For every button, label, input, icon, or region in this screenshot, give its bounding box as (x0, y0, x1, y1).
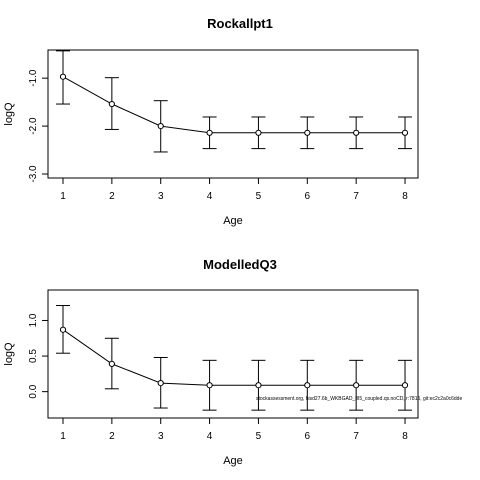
y-axis-label: logQ (3, 342, 15, 366)
annotation-footnote: stockassessment.org, hisd27.6b_WKBGAD_8I… (256, 396, 462, 402)
x-tick-label: 4 (207, 191, 213, 202)
data-point (401, 129, 409, 136)
data-point (108, 100, 115, 108)
data-point (206, 129, 213, 136)
chart-title: ModelledQ3 (203, 257, 277, 272)
x-tick-label: 6 (305, 431, 311, 442)
x-tick-label: 5 (256, 191, 262, 202)
y-tick-label: -1.0 (28, 69, 39, 87)
x-tick-label: 5 (256, 431, 262, 442)
x-tick-label: 1 (60, 191, 66, 202)
y-tick-label: 0.5 (28, 349, 39, 363)
x-tick-label: 2 (109, 431, 115, 442)
x-axis: 1 2 3 4 5 6 7 8 (60, 177, 408, 202)
y-axis-label: logQ (3, 102, 15, 126)
y-tick-label: -3.0 (28, 165, 39, 183)
x-tick-label: 8 (402, 431, 408, 442)
data-point (59, 326, 67, 333)
x-tick-label: 1 (60, 431, 66, 442)
data-point (353, 129, 360, 136)
series-marks (56, 305, 413, 411)
x-tick-label: 6 (305, 191, 311, 202)
data-point (59, 73, 67, 80)
x-tick-label: 2 (109, 191, 115, 202)
series-line (62, 329, 405, 386)
chart-rockallpt1: Rockallpt1 1 2 3 4 5 6 7 8 -3.0 -2.0 -1.0 Age log… (3, 16, 419, 227)
y-tick-label: 1.0 (28, 313, 39, 327)
y-axis: -3.0 -2.0 -1.0 (28, 69, 49, 183)
x-axis-label: Age (223, 455, 243, 467)
x-tick-label: 4 (207, 431, 213, 442)
x-tick-label: 3 (158, 191, 164, 202)
chart-modelledq3: ModelledQ3 1 2 3 4 5 6 7 8 0.0 0.5 1.0 stockasses… (3, 257, 462, 467)
x-tick-label: 7 (353, 431, 359, 442)
series-marks (56, 50, 413, 153)
data-point (255, 382, 262, 389)
data-point (108, 360, 115, 367)
data-point (206, 382, 213, 389)
data-point (304, 129, 311, 136)
data-point (353, 382, 360, 389)
series-line (62, 76, 405, 134)
x-axis-label: Age (223, 215, 243, 227)
data-point (157, 380, 164, 387)
data-point (304, 382, 311, 389)
data-point (401, 382, 409, 389)
x-tick-label: 7 (353, 191, 359, 202)
y-tick-label: 0.0 (28, 384, 39, 398)
x-tick-label: 8 (402, 191, 408, 202)
x-axis: 1 2 3 4 5 6 7 8 (60, 417, 408, 442)
chart-title: Rockallpt1 (207, 16, 273, 31)
y-axis: 0.0 0.5 1.0 (28, 313, 49, 399)
data-point (157, 122, 164, 130)
x-tick-label: 3 (158, 431, 164, 442)
y-tick-label: -2.0 (28, 117, 39, 135)
data-point (255, 129, 262, 136)
